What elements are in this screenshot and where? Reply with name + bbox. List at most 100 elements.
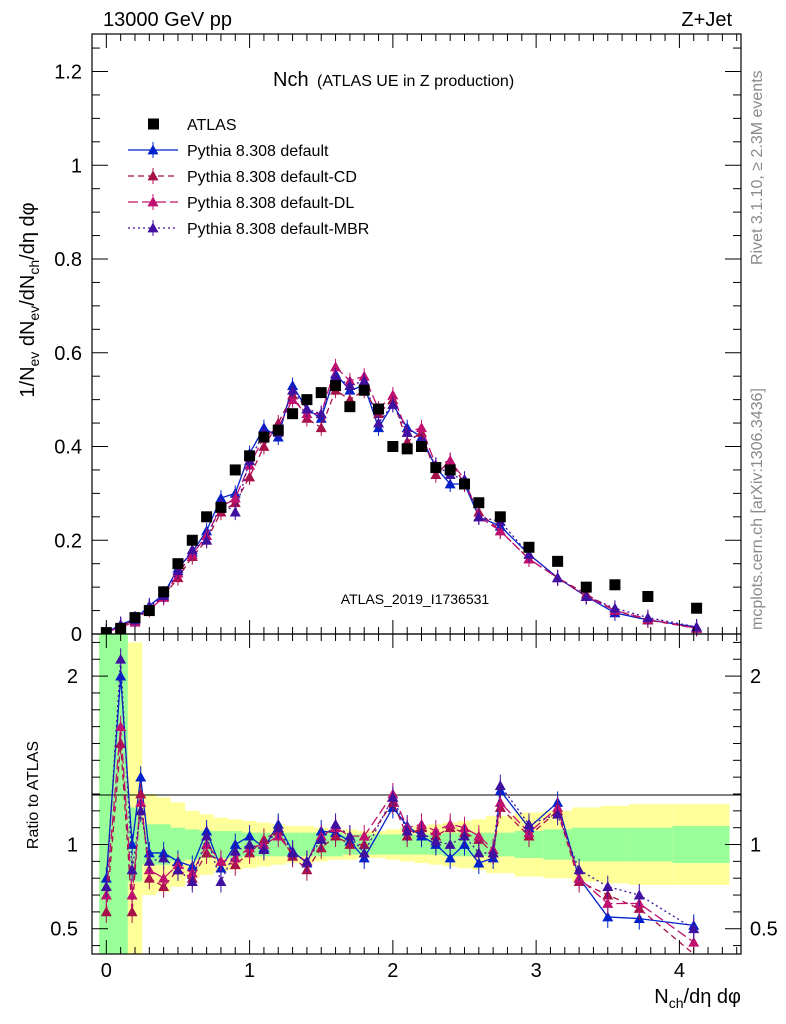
ratio-series-marker: [458, 830, 470, 841]
main-series-marker: [416, 422, 428, 433]
atlas-data-point: [416, 441, 428, 452]
ratio-series-marker: [126, 906, 138, 917]
header-process-label: Z+Jet: [681, 9, 732, 31]
atlas-data-point: [301, 394, 313, 406]
ratio-series-marker: [315, 833, 327, 844]
main-series-marker: [344, 380, 356, 390]
legend-marker: [147, 222, 159, 233]
main-series-marker: [229, 506, 241, 517]
y-tick-label: 0: [71, 624, 82, 646]
ratio-series-marker: [487, 847, 499, 858]
legend-marker: [147, 196, 159, 207]
atlas-data-point: [642, 591, 654, 602]
main-series-marker: [444, 478, 456, 489]
ratio-series-marker: [115, 670, 127, 681]
ratio-series-marker: [272, 822, 284, 833]
atlas-data-point: [244, 450, 256, 462]
ratio-series-marker: [602, 897, 614, 908]
ratio-band-stat: [371, 834, 386, 855]
ratio-series-marker: [135, 771, 147, 782]
main-series-marker: [387, 389, 399, 400]
atlas-data-point: [272, 424, 284, 436]
ratio-series-marker: [100, 881, 112, 892]
main-series-marker: [258, 441, 270, 451]
ratio-series-marker: [287, 847, 299, 858]
ratio-series-marker: [158, 852, 170, 863]
main-series-marker: [301, 403, 313, 414]
ratio-series-marker: [172, 864, 184, 875]
atlas-data-point: [444, 464, 456, 476]
ratio-series-marker: [215, 876, 227, 886]
main-series-marker: [373, 417, 385, 428]
ratio-band-stat: [185, 829, 200, 860]
ratio-tick-label-left: 2: [67, 666, 78, 688]
ratio-series-marker: [473, 830, 485, 841]
ratio-tick-label-left: 1: [67, 835, 78, 857]
ratio-series-marker: [301, 855, 313, 866]
atlas-data-point: [129, 612, 141, 624]
main-series-marker: [201, 534, 213, 545]
main-series-marker: [401, 426, 413, 437]
ratio-series-marker: [358, 830, 370, 841]
main-series-marker: [580, 591, 592, 601]
legend-marker: [147, 144, 159, 155]
legend-marker-atlas: [148, 118, 159, 130]
main-series-marker: [523, 548, 535, 559]
atlas-data-point: [315, 387, 327, 399]
ratio-series-marker: [126, 864, 138, 875]
atlas-data-point: [287, 408, 299, 420]
main-series-marker: [552, 572, 564, 583]
main-series-marker: [244, 471, 256, 482]
main-series-marker: [330, 361, 342, 372]
y-tick-label: 1.2: [54, 62, 82, 84]
main-series-marker: [387, 398, 399, 409]
ratio-tick-label-left: 0.5: [50, 919, 78, 941]
ratio-band-stat: [385, 834, 401, 855]
main-series-marker: [358, 375, 370, 386]
ratio-series-marker: [158, 872, 170, 883]
ratio-series-marker: [244, 839, 256, 849]
ratio-series-marker: [552, 808, 564, 819]
ratio-series-marker: [344, 830, 356, 841]
atlas-data-point: [691, 602, 703, 614]
atlas-data-point: [387, 441, 399, 452]
atlas-data-point: [143, 605, 155, 617]
side-label-mcplots: mcplots.cern.ch [arXiv:1306.3436]: [749, 388, 766, 630]
ratio-series-marker: [186, 876, 198, 886]
ratio-series-marker: [115, 721, 127, 732]
main-series-marker: [287, 384, 299, 395]
ratio-series-marker: [126, 889, 138, 900]
ratio-series-marker: [401, 825, 413, 836]
atlas-data-point: [344, 401, 356, 413]
legend-label: Pythia 8.308 default-CD: [187, 169, 357, 186]
main-panel: 0 0.2 0.4 0.6 0.8 1 1.2: [54, 33, 742, 646]
atlas-data-point: [258, 431, 270, 443]
ratio-band-stat: [600, 827, 630, 862]
x-tick-label: 3: [531, 960, 542, 982]
y-tick-label: 0.4: [54, 437, 82, 459]
main-series-marker: [642, 612, 654, 622]
x-tick-label: 1: [244, 960, 255, 982]
atlas-data-point: [523, 541, 535, 553]
main-series-marker: [609, 602, 621, 613]
main-series-line: [106, 375, 697, 634]
ratio-series-marker: [602, 911, 614, 922]
x-tick-label: 2: [387, 960, 398, 982]
plot-title-main: Nch: [273, 69, 309, 91]
plot-title: Nch (ATLAS UE in Z production): [273, 69, 514, 91]
ratio-band-stat: [672, 826, 730, 864]
main-series-marker: [186, 544, 198, 555]
legend-label: Pythia 8.308 default-MBR: [187, 221, 369, 238]
atlas-data-point: [430, 462, 442, 474]
atlas-data-point: [609, 579, 621, 591]
ratio-series-marker: [444, 839, 456, 849]
ratio-series-marker: [143, 855, 155, 866]
ratio-y-axis-label: Ratio to ATLAS: [25, 741, 42, 849]
ratio-tick-label-right: 1: [750, 835, 761, 857]
ratio-band-stat: [629, 827, 673, 862]
ratio-series-line: [105, 726, 695, 943]
ratio-tick-label-right: 2: [750, 666, 761, 688]
atlas-data-point: [158, 586, 170, 598]
ratio-series-marker: [523, 818, 535, 829]
